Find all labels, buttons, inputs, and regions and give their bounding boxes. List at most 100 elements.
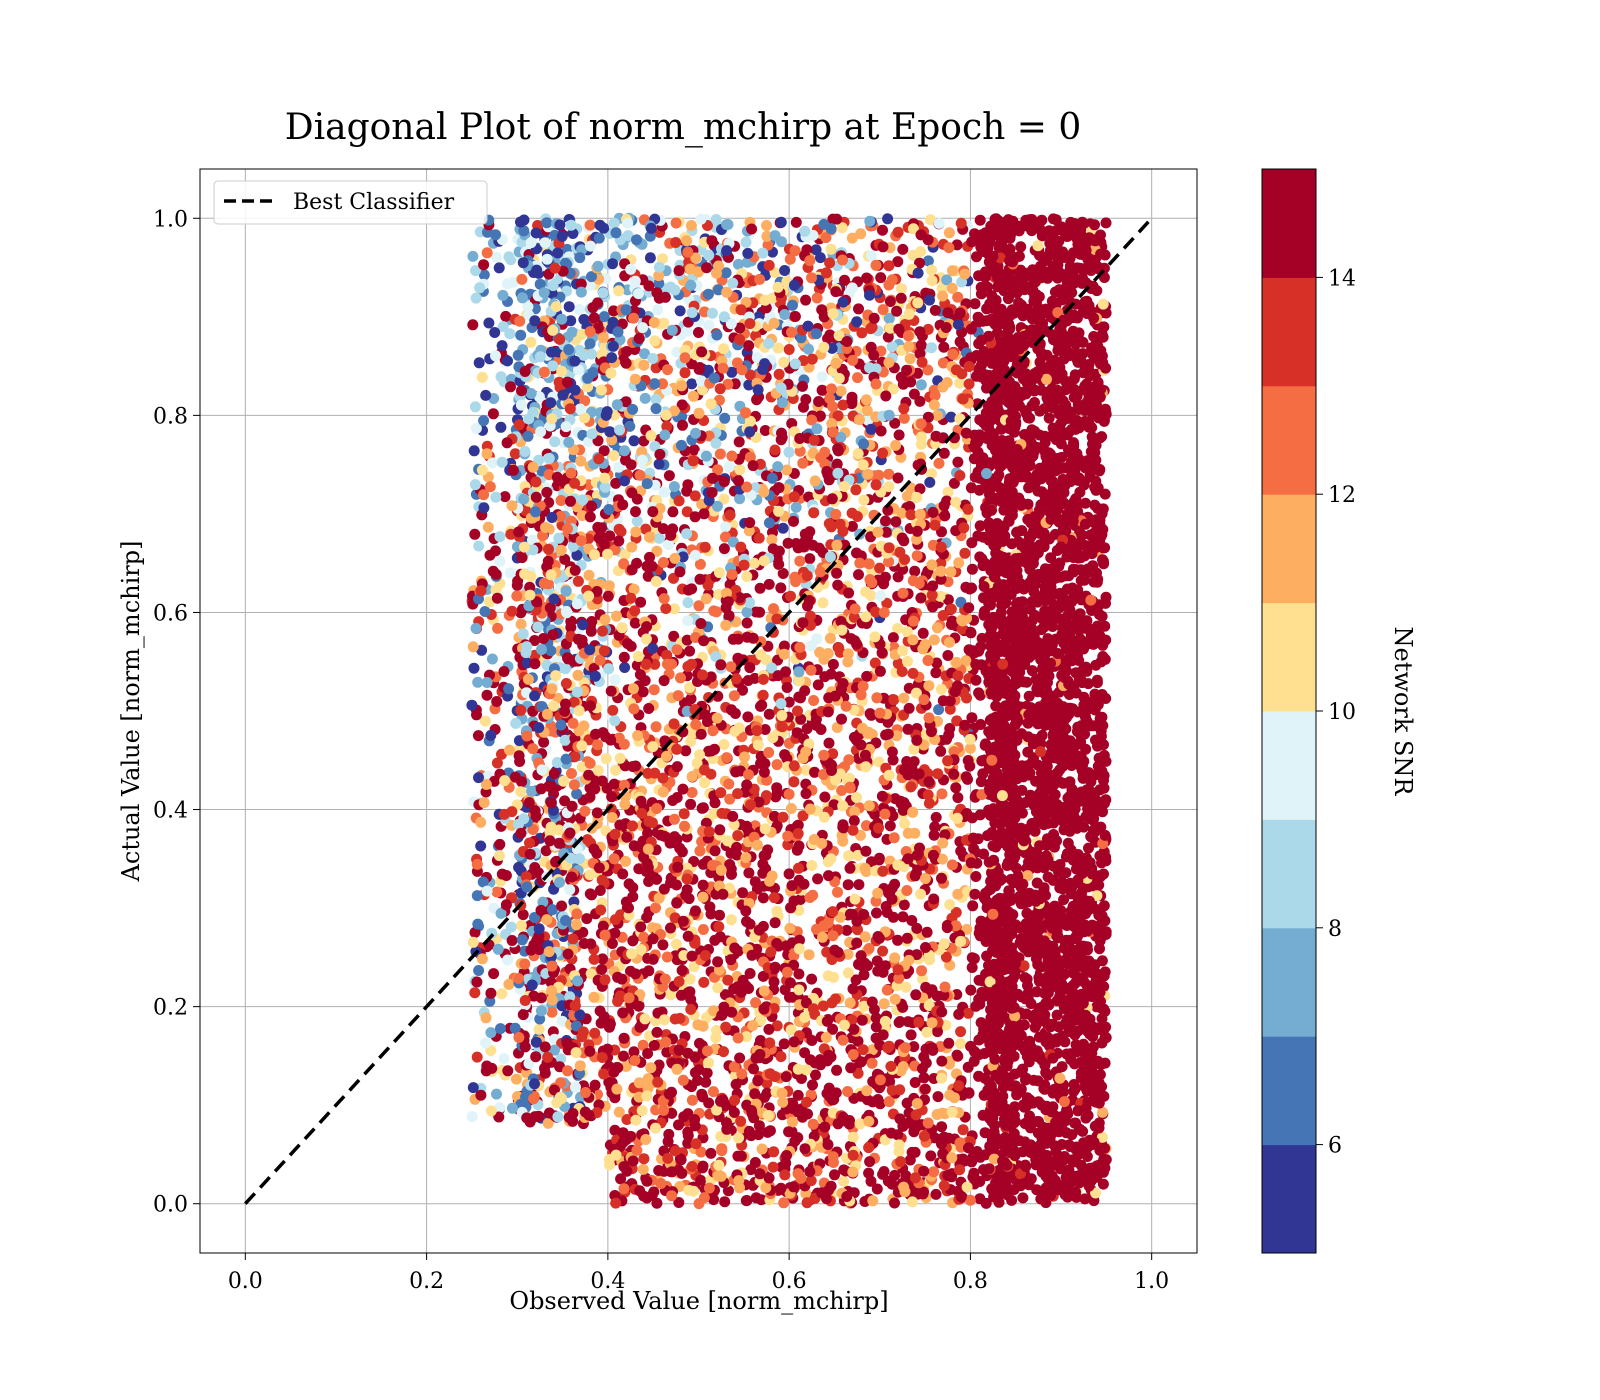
scatter-point — [475, 816, 487, 828]
scatter-point — [639, 392, 651, 404]
scatter-point — [878, 998, 890, 1010]
scatter-point — [954, 336, 966, 348]
scatter-point — [725, 914, 737, 926]
scatter-point — [714, 448, 726, 460]
scatter-point — [1001, 455, 1013, 467]
scatter-point — [881, 984, 893, 996]
scatter-point — [864, 215, 876, 227]
scatter-point — [469, 528, 481, 540]
scatter-point — [658, 675, 670, 687]
scatter-point — [851, 792, 862, 803]
scatter-point — [619, 662, 631, 673]
scatter-point — [688, 961, 700, 973]
scatter-point — [658, 486, 670, 498]
scatter-point — [833, 642, 845, 654]
scatter-point — [788, 515, 799, 527]
scatter-point — [607, 258, 618, 270]
scatter-point — [597, 287, 609, 299]
scatter-point — [777, 522, 789, 534]
scatter-point — [478, 415, 490, 427]
scatter-point — [749, 1088, 761, 1100]
scatter-point — [804, 553, 816, 565]
scatter-point — [942, 650, 954, 661]
scatter-point — [1017, 1192, 1029, 1204]
scatter-point — [485, 1027, 497, 1039]
scatter-point — [864, 1156, 876, 1168]
scatter-point — [496, 988, 508, 1000]
scatter-point — [871, 907, 882, 919]
scatter-point — [977, 768, 989, 780]
scatter-point — [697, 879, 709, 891]
scatter-point — [735, 1150, 747, 1162]
scatter-point — [904, 353, 916, 365]
scatter-point — [928, 1166, 940, 1178]
scatter-point — [903, 341, 915, 352]
scatter-point — [954, 377, 966, 389]
scatter-point — [861, 1085, 873, 1097]
scatter-point — [932, 1091, 944, 1103]
scatter-point — [847, 1166, 859, 1178]
scatter-point — [959, 547, 971, 559]
scatter-point — [644, 252, 656, 264]
scatter-point — [510, 1073, 522, 1085]
scatter-point — [842, 967, 854, 979]
scatter-point — [963, 378, 975, 390]
scatter-point — [678, 1111, 690, 1123]
scatter-point — [892, 934, 904, 946]
scatter-point — [725, 847, 737, 859]
scatter-point — [930, 811, 942, 823]
scatter-point — [883, 468, 895, 480]
scatter-point — [850, 484, 862, 496]
scatter-point — [610, 764, 621, 776]
scatter-point — [812, 873, 824, 885]
scatter-point — [487, 408, 499, 420]
scatter-point — [929, 304, 941, 316]
scatter-point — [797, 617, 809, 629]
scatter-point — [1024, 412, 1036, 424]
scatter-point — [882, 1175, 894, 1187]
scatter-point — [733, 1132, 745, 1144]
scatter-point — [890, 439, 902, 451]
scatter-point — [685, 798, 697, 810]
scatter-point — [803, 949, 815, 961]
scatter-point — [632, 651, 644, 662]
scatter-point — [509, 448, 521, 460]
scatter-point — [889, 1197, 900, 1209]
scatter-point — [668, 481, 680, 493]
scatter-point — [729, 1094, 741, 1106]
plot-area — [199, 168, 1198, 1254]
scatter-point — [697, 1020, 709, 1032]
scatter-point — [620, 454, 631, 466]
scatter-point — [960, 581, 972, 593]
scatter-point — [759, 425, 771, 436]
scatter-point — [909, 870, 921, 882]
scatter-point — [657, 939, 669, 951]
scatter-point — [970, 871, 982, 882]
scatter-point — [881, 597, 893, 609]
scatter-point — [899, 818, 911, 830]
scatter-point — [860, 820, 872, 832]
scatter-point — [1100, 591, 1112, 603]
scatter-point — [700, 593, 712, 605]
scatter-point — [558, 775, 570, 787]
scatter-point — [502, 1065, 514, 1077]
scatter-point — [931, 622, 943, 634]
scatter-point — [841, 924, 853, 936]
scatter-point — [500, 310, 512, 322]
chart-title: Diagonal Plot of norm_mchirp at Epoch = … — [285, 107, 1082, 148]
scatter-point — [908, 388, 920, 400]
scatter-point — [618, 1183, 630, 1195]
scatter-point — [494, 555, 506, 567]
scatter-point — [674, 305, 686, 317]
scatter-point — [568, 779, 580, 791]
scatter-point — [806, 860, 818, 871]
scatter-point — [490, 491, 502, 503]
scatter-point — [504, 328, 516, 340]
scatter-point — [519, 958, 531, 970]
scatter-point — [651, 803, 663, 814]
scatter-point — [777, 568, 789, 579]
scatter-point — [729, 708, 741, 719]
scatter-point — [522, 673, 534, 685]
scatter-point — [567, 933, 579, 945]
scatter-point — [886, 341, 898, 353]
